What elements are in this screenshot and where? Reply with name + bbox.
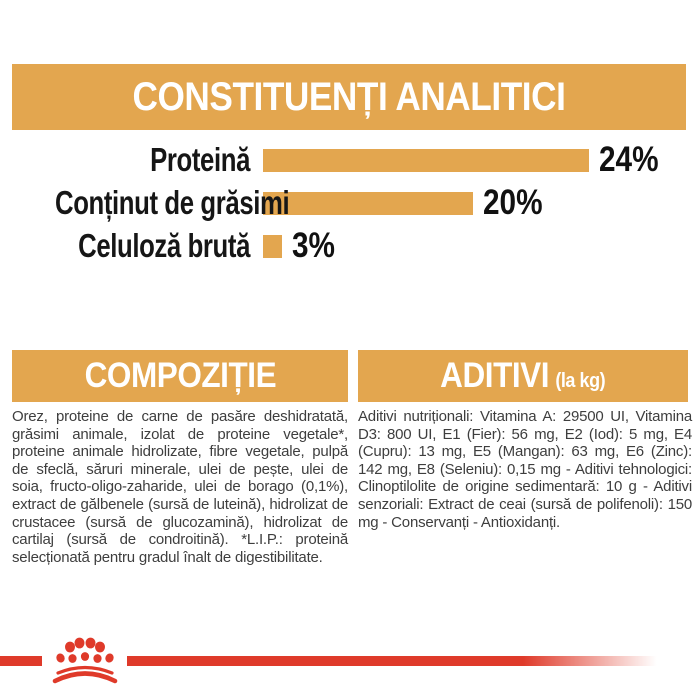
brand-footer <box>0 634 700 700</box>
chart-row-proteina: Proteină 24% <box>0 140 700 179</box>
additives-heading-main: ADITIVI <box>440 356 550 395</box>
chart-label-proteina: Proteină <box>150 141 250 178</box>
chart-bar-proteina <box>263 148 589 172</box>
chart-bar-celuloza <box>263 234 282 258</box>
analytical-constituents-chart: Proteină 24% Conținut de grăsimi 20% Cel… <box>0 130 700 290</box>
chart-label-celuloza: Celuloză brută <box>78 227 250 264</box>
additives-body: Aditivi nutriționali: Vitamina A: 29500 … <box>358 408 692 531</box>
analytical-constituents-header: CONSTITUENȚI ANALITICI <box>12 64 686 130</box>
chart-value-celuloza: 3% <box>292 226 336 265</box>
composition-header: COMPOZIȚIE <box>12 350 348 402</box>
royal-canin-crown-icon <box>45 636 125 693</box>
chart-value-proteina: 24% <box>599 140 659 179</box>
red-divider-left <box>0 656 42 666</box>
composition-heading: COMPOZIȚIE <box>84 356 276 395</box>
additives-heading: ADITIVI (la kg) <box>440 356 605 396</box>
composition-body: Orez, proteine de carne de pasăre deshid… <box>12 408 348 566</box>
red-divider-right <box>127 656 662 666</box>
chart-label-grasimi: Conținut de grăsimi <box>55 184 290 221</box>
chart-value-grasimi: 20% <box>483 183 543 222</box>
additives-heading-suffix: (la kg) <box>555 370 606 392</box>
additives-header: ADITIVI (la kg) <box>358 350 688 402</box>
page-title: CONSTITUENȚI ANALITICI <box>132 74 566 119</box>
chart-bar-grasimi <box>263 191 473 215</box>
chart-row-celuloza: Celuloză brută 3% <box>0 226 700 265</box>
chart-row-grasimi: Conținut de grăsimi 20% <box>0 183 700 222</box>
